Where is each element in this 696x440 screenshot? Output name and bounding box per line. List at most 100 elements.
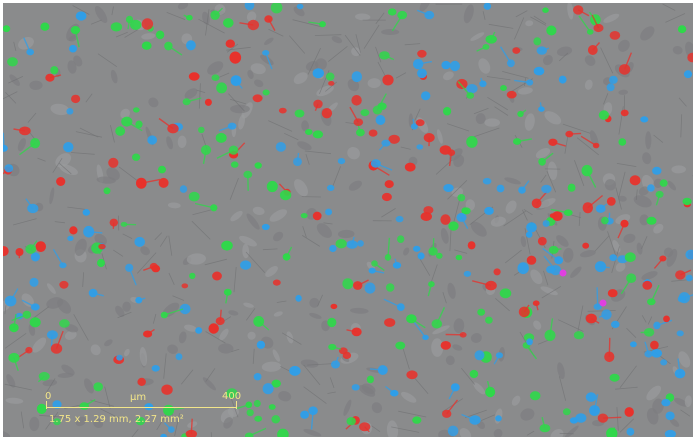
- green-nucleus: [59, 319, 70, 328]
- red-nucleus: [406, 370, 418, 380]
- red-nucleus: [381, 192, 392, 202]
- red-nucleus: [485, 280, 497, 291]
- blue-nucleus: [262, 383, 274, 395]
- green-cell-process: [432, 238, 435, 252]
- green-nucleus: [485, 316, 493, 324]
- green-cell-process: [650, 284, 660, 303]
- blue-nucleus: [585, 392, 597, 402]
- green-nucleus: [573, 331, 585, 340]
- blue-cell-process: [598, 313, 607, 318]
- green-cell-process: [655, 194, 661, 206]
- red-nucleus: [3, 246, 9, 257]
- green-nucleus: [477, 308, 486, 316]
- scale-bar: 0 µm 400 1.75 x 1.29 mm, 2.27 mm²: [37, 389, 249, 429]
- blue-nucleus: [75, 11, 87, 21]
- green-nucleus: [266, 180, 278, 193]
- red-cell-process: [577, 9, 590, 17]
- blue-nucleus: [175, 353, 183, 361]
- red-nucleus: [606, 197, 616, 206]
- blue-nucleus: [312, 68, 324, 79]
- blue-cell-process: [394, 258, 398, 266]
- blue-nucleus: [253, 373, 262, 381]
- green-cell-process: [308, 21, 323, 25]
- green-nucleus: [226, 388, 238, 399]
- red-cell-process: [472, 280, 492, 287]
- green-nucleus: [598, 110, 610, 120]
- red-nucleus: [415, 119, 425, 127]
- blue-nucleus: [660, 359, 668, 366]
- scale-start-label: 0: [45, 391, 52, 402]
- green-nucleus: [103, 187, 111, 195]
- red-nucleus: [404, 162, 416, 172]
- red-nucleus: [330, 303, 338, 310]
- blue-cell-process: [25, 198, 34, 209]
- red-nucleus: [618, 64, 631, 75]
- green-nucleus: [158, 165, 166, 174]
- green-nucleus: [305, 129, 313, 135]
- green-nucleus: [271, 379, 281, 388]
- red-cell-process: [623, 52, 633, 70]
- scale-unit-label: µm: [130, 392, 147, 403]
- red-cell-process: [267, 18, 276, 31]
- red-cell-process: [147, 328, 155, 335]
- red-cell-process: [349, 106, 359, 123]
- green-cell-process: [376, 93, 387, 111]
- green-nucleus: [300, 213, 308, 219]
- green-nucleus: [360, 109, 370, 117]
- blue-nucleus: [575, 413, 587, 423]
- red-nucleus: [493, 268, 501, 276]
- green-cell-process: [83, 398, 96, 407]
- green-nucleus: [211, 74, 220, 81]
- red-nucleus: [624, 407, 634, 417]
- green-nucleus: [50, 66, 59, 75]
- blue-cell-process: [378, 142, 387, 151]
- red-nucleus: [69, 226, 78, 235]
- red-nucleus: [312, 211, 322, 221]
- green-nucleus: [53, 418, 61, 426]
- blue-nucleus: [300, 410, 309, 419]
- blue-nucleus: [685, 249, 693, 260]
- blue-nucleus: [441, 60, 451, 70]
- green-nucleus: [215, 132, 227, 143]
- green-cell-process: [427, 283, 433, 297]
- red-cell-process: [602, 416, 622, 419]
- blue-nucleus: [683, 70, 693, 79]
- blue-cell-process: [369, 368, 383, 371]
- blue-cell-process: [461, 413, 476, 421]
- green-cell-process: [586, 170, 597, 188]
- blue-nucleus: [483, 3, 492, 10]
- green-nucleus: [186, 14, 193, 21]
- blue-cell-process: [218, 125, 233, 132]
- blue-cell-process: [351, 236, 355, 245]
- blue-nucleus: [337, 158, 346, 165]
- blue-nucleus: [542, 220, 550, 227]
- green-nucleus: [428, 247, 438, 256]
- red-nucleus: [440, 214, 451, 225]
- blue-nucleus: [626, 427, 635, 436]
- blue-cell-process: [541, 47, 550, 52]
- green-nucleus: [253, 399, 261, 408]
- green-nucleus: [132, 153, 141, 161]
- blue-cell-process: [521, 180, 530, 191]
- blue-cell-process: [514, 79, 530, 84]
- red-nucleus: [565, 130, 574, 138]
- blue-cell-process: [596, 287, 599, 307]
- green-cell-process: [332, 346, 342, 350]
- green-nucleus: [325, 72, 335, 81]
- green-nucleus: [646, 216, 657, 225]
- blue-cell-process: [265, 52, 273, 70]
- green-nucleus: [36, 403, 47, 414]
- green-cell-process: [214, 7, 223, 16]
- red-nucleus: [188, 72, 200, 81]
- red-cell-process: [587, 194, 604, 209]
- magenta-nucleus: [559, 269, 567, 277]
- green-nucleus: [462, 207, 471, 215]
- blue-nucleus: [533, 66, 545, 76]
- green-nucleus: [130, 19, 142, 30]
- blue-nucleus: [67, 235, 74, 241]
- blue-nucleus: [395, 215, 404, 223]
- red-cell-process: [17, 349, 30, 359]
- blue-nucleus: [609, 75, 618, 84]
- blue-nucleus: [66, 108, 74, 115]
